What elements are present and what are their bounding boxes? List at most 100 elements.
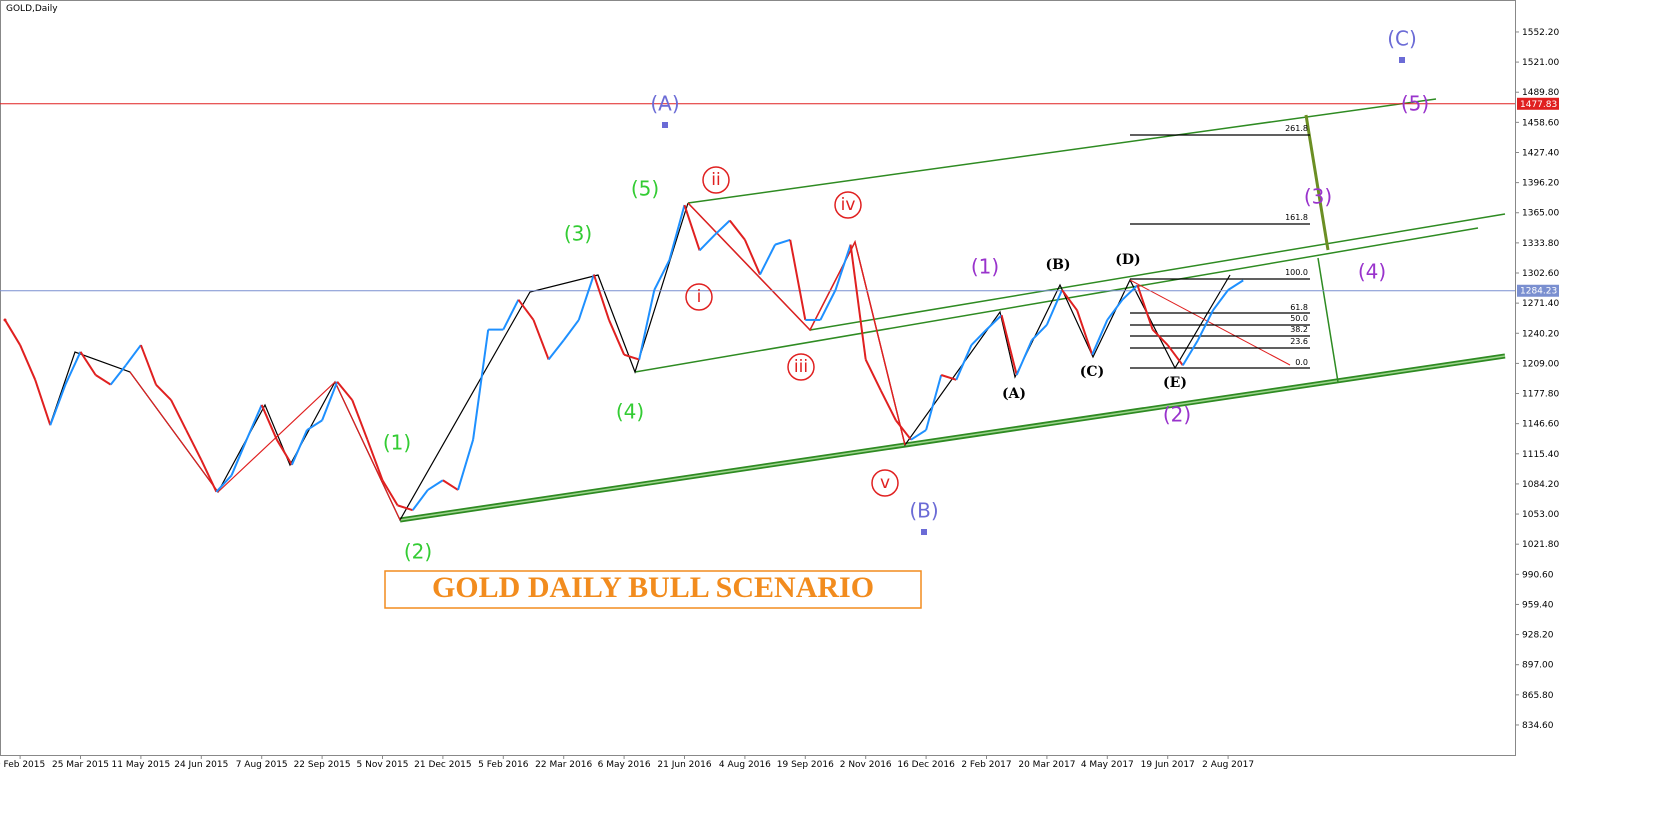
price-tag: [1517, 284, 1559, 297]
y-tick-label: 928.20: [1522, 631, 1554, 641]
x-tick-label: 2 Feb 2017: [961, 760, 1011, 770]
price-segment: [95, 374, 112, 386]
wave-label: (5): [1401, 92, 1429, 116]
x-tick-label: 24 Jun 2015: [174, 760, 228, 770]
price-segment: [925, 374, 943, 431]
fib-label: 100.0: [1285, 268, 1308, 277]
price-segment: [4, 319, 21, 346]
y-tick-label: 1427.40: [1522, 148, 1559, 158]
x-tick-label: 4 Aug 2016: [719, 760, 771, 770]
price-segment: [1212, 289, 1229, 311]
price-segment: [729, 219, 746, 241]
fib-label: 61.8: [1290, 303, 1308, 312]
wave-label: (B): [909, 499, 938, 523]
x-tick-label: 2 Nov 2016: [840, 760, 892, 770]
price-tag: [1517, 97, 1559, 110]
price-segment: [592, 274, 610, 321]
wave-label: (A): [650, 92, 679, 116]
price-segment: [155, 383, 172, 401]
x-tick-label: 4 May 2017: [1081, 760, 1134, 770]
x-tick-label: 11 May 2015: [112, 760, 171, 770]
price-segment: [1151, 328, 1169, 346]
wave-label: i: [697, 287, 702, 307]
y-tick-label: 834.60: [1522, 721, 1554, 731]
wave-label: (4): [1358, 260, 1386, 284]
price-segment: [336, 381, 354, 401]
price-segment: [1000, 314, 1018, 376]
price-segment: [698, 234, 716, 252]
price-segment: [1121, 284, 1139, 301]
price-segment: [668, 204, 686, 261]
price-segment: [1166, 344, 1184, 366]
fib-levels: [1130, 134, 1310, 369]
price-segment: [34, 379, 52, 426]
price-segment: [774, 238, 791, 246]
fib-label: 261.8: [1285, 124, 1308, 133]
price-segment: [577, 274, 595, 321]
wave-label: (1): [971, 255, 999, 279]
wave-label: iii: [794, 357, 808, 377]
wave-circle: [685, 283, 713, 311]
price-segment: [683, 204, 701, 251]
price-segment: [834, 244, 852, 291]
price-segment: [230, 439, 248, 476]
price-segment: [427, 479, 444, 491]
price-segment: [397, 504, 414, 512]
trendlines: [49, 98, 1506, 523]
y-tick-label: 990.60: [1522, 570, 1554, 580]
price-segment: [366, 439, 384, 481]
price-segment: [940, 374, 957, 381]
price-segment: [124, 344, 142, 366]
x-tick-label: 9 Feb 2015: [0, 760, 45, 770]
price-segment: [411, 489, 429, 511]
y-tick-label: 1458.60: [1522, 118, 1559, 128]
price-tag-label: 1477.83: [1520, 100, 1557, 110]
price-segment: [200, 459, 218, 493]
price-segment: [1076, 309, 1094, 356]
wave-label: (C): [1387, 27, 1417, 51]
wave-circle: [787, 353, 815, 381]
y-tick-label: 1053.00: [1522, 510, 1559, 520]
price-segment: [985, 314, 1003, 331]
x-tick-label: 19 Sep 2016: [777, 760, 834, 770]
price-segment: [215, 474, 233, 493]
price-segment: [139, 344, 157, 386]
x-tick-label: 22 Sep 2015: [294, 760, 351, 770]
price-segment: [260, 404, 278, 441]
channel-top: [687, 98, 1437, 204]
x-tick-label: 5 Feb 2016: [478, 760, 529, 770]
price-segment: [502, 299, 520, 331]
x-tick-label: 2 Aug 2017: [1202, 760, 1254, 770]
price-tag-label: 1284.23: [1520, 287, 1557, 297]
y-tick-label: 1271.40: [1522, 299, 1559, 309]
y-tick-label: 1521.00: [1522, 58, 1559, 68]
y-tick-label: 1084.20: [1522, 480, 1559, 490]
price-segment: [970, 328, 988, 346]
y-tick-label: 1365.00: [1522, 209, 1559, 219]
wave-label: (2): [404, 540, 432, 564]
y-tick-label: 1209.00: [1522, 359, 1559, 369]
x-tick-label: 5 Nov 2015: [357, 760, 409, 770]
banner-box: [384, 570, 922, 609]
price-segment: [321, 381, 339, 421]
y-tick-label: 1177.80: [1522, 390, 1559, 400]
wave-label: (2): [1163, 403, 1191, 427]
price-segment: [562, 319, 580, 341]
price-segment: [185, 429, 203, 461]
price-segment: [608, 319, 626, 356]
price-segment: [109, 364, 127, 386]
x-tick-label: 22 Mar 2016: [535, 760, 592, 770]
projection: [1304, 114, 1330, 251]
y-tick-label: 1146.60: [1522, 420, 1559, 430]
wave-label: (4): [616, 400, 644, 424]
x-tick-label: 7 Aug 2015: [236, 760, 288, 770]
price-segment: [442, 479, 459, 491]
price-segment: [517, 299, 535, 321]
wave-label: (C): [1080, 364, 1104, 380]
y-tick-label: 1302.60: [1522, 269, 1559, 279]
price-segment: [955, 344, 973, 381]
price-segment: [1015, 339, 1033, 376]
channel-bottom-inner: [399, 355, 1506, 521]
y-tick-label: 1489.80: [1522, 88, 1559, 98]
